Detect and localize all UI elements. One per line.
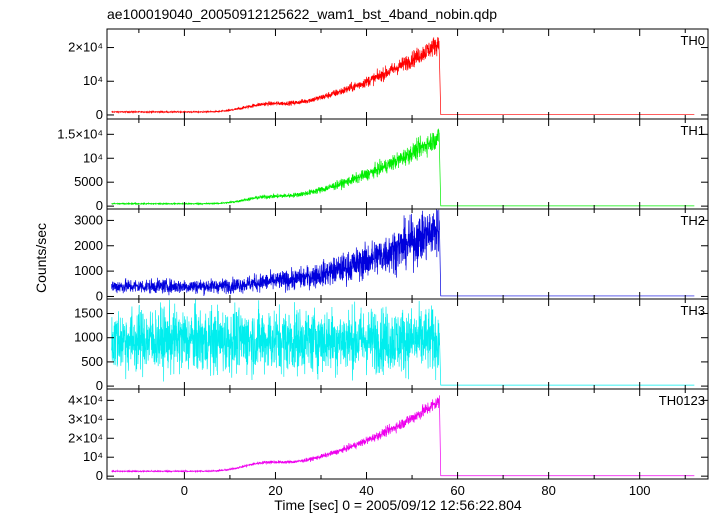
y-tick-label: 2×10⁴ [68, 40, 103, 55]
series-th3 [111, 298, 695, 386]
panel-th2: 0 1000 2000 3000 TH2 [74, 208, 709, 303]
x-tick-label: 80 [541, 483, 555, 498]
y-tick-label: 1500 [74, 306, 103, 321]
panel-th1: 0 5000 10⁴ 1.5×10⁴ TH1 [57, 118, 709, 213]
series-th0123 [111, 395, 695, 477]
y-tick-label: 1.5×10⁴ [57, 126, 103, 141]
y-tick-label: 0 [96, 468, 103, 483]
panel-label: TH0 [680, 33, 705, 48]
x-tick-label: 0 [181, 483, 188, 498]
series-th1 [111, 128, 695, 207]
panel-frame [106, 118, 709, 210]
y-tick-label: 3000 [74, 212, 103, 227]
panel-th3: 0 500 1000 1500 TH3 [74, 298, 709, 393]
y-tick-label: 2000 [74, 238, 103, 253]
panel-label: TH1 [680, 123, 705, 138]
panel-th0: 0 10⁴ 2×10⁴ TH0 [68, 28, 709, 122]
panel-th0123: 0 10⁴ 2×10⁴ 3×10⁴ 4×10⁴ TH0123 0 20 40 60 80 100 [68, 388, 709, 498]
chart-title: ae100019040_20050912125622_wam1_bst_4ban… [107, 6, 497, 22]
y-tick-label: 10⁴ [83, 150, 103, 165]
y-tick-label: 0 [96, 378, 103, 393]
series-th2 [111, 208, 695, 297]
panel-label: TH0123 [659, 393, 705, 408]
y-tick-label: 1000 [74, 330, 103, 345]
x-tick-label: 100 [629, 483, 651, 498]
x-tick-label: 60 [450, 483, 464, 498]
y-tick-label: 10⁴ [83, 73, 103, 88]
y-tick-label: 5000 [74, 174, 103, 189]
panel-label: TH3 [680, 303, 705, 318]
y-tick-label: 3×10⁴ [68, 411, 103, 426]
y-tick-label: 2×10⁴ [68, 430, 103, 445]
series-th0 [111, 37, 695, 115]
y-axis-label: Counts/sec [33, 223, 49, 293]
y-tick-label: 1000 [74, 263, 103, 278]
panel-frame [106, 28, 709, 120]
panel-label: TH2 [680, 213, 705, 228]
y-tick-label: 10⁴ [83, 449, 103, 464]
y-tick-label: 0 [96, 288, 103, 303]
x-axis-label: Time [sec] 0 = 2005/09/12 12:56:22.804 [274, 497, 522, 513]
x-tick-label: 40 [359, 483, 373, 498]
y-tick-label: 4×10⁴ [68, 392, 103, 407]
y-tick-label: 0 [96, 198, 103, 213]
panel-frame [106, 388, 709, 480]
y-tick-label: 0 [96, 107, 103, 122]
y-tick-label: 500 [81, 354, 103, 369]
x-tick-label: 20 [268, 483, 282, 498]
